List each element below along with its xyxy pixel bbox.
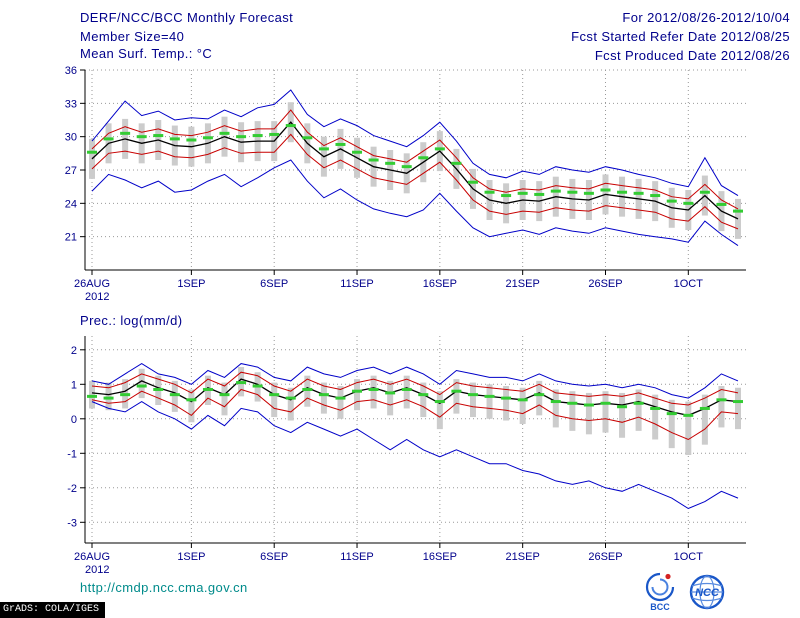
svg-text:0: 0 [71, 414, 77, 426]
header-left: DERF/NCC/BCC Monthly Forecast Member Siz… [80, 8, 293, 46]
ncc-logo: NCC [684, 573, 730, 616]
svg-text:2012: 2012 [85, 564, 109, 576]
header-right: For 2012/08/26-2012/10/04 Fcst Started R… [571, 8, 790, 65]
svg-text:-2: -2 [67, 483, 77, 495]
svg-text:1OCT: 1OCT [674, 278, 704, 290]
svg-text:21SEP: 21SEP [506, 551, 540, 563]
svg-text:6SEP: 6SEP [260, 278, 288, 290]
svg-text:1OCT: 1OCT [674, 551, 704, 563]
forecast-range-label: For 2012/08/26-2012/10/04 [622, 10, 790, 25]
svg-text:26AUG: 26AUG [74, 551, 110, 563]
svg-text:26AUG: 26AUG [74, 278, 110, 290]
svg-text:16SEP: 16SEP [423, 551, 457, 563]
bcc-logo: BCC [642, 570, 678, 617]
svg-text:2: 2 [71, 345, 77, 357]
precipitation-chart-title: Prec.: log(mm/d) [80, 313, 183, 328]
svg-text:-1: -1 [67, 448, 77, 460]
svg-text:21SEP: 21SEP [506, 278, 540, 290]
temperature-chart-title: Mean Surf. Temp.: °C [80, 46, 213, 61]
website-url: http://cmdp.ncc.cma.gov.cn [80, 580, 248, 595]
svg-text:1SEP: 1SEP [177, 278, 205, 290]
fcst-produced-label: Fcst Produced Date 2012/08/26 [594, 48, 790, 63]
bcc-logo-dot [665, 573, 671, 580]
bcc-logo-label: BCC [650, 602, 670, 612]
fcst-started-label: Fcst Started Refer Date 2012/08/25 [571, 29, 790, 44]
svg-text:6SEP: 6SEP [260, 551, 288, 563]
svg-text:2012: 2012 [85, 291, 109, 303]
ncc-logo-label: NCC [695, 587, 720, 599]
svg-text:26SEP: 26SEP [588, 278, 622, 290]
svg-text:16SEP: 16SEP [423, 278, 457, 290]
page-title: DERF/NCC/BCC Monthly Forecast [80, 10, 294, 25]
member-size-label: Member Size=40 [80, 29, 185, 44]
svg-text:-3: -3 [67, 517, 77, 529]
svg-text:11SEP: 11SEP [340, 278, 373, 290]
svg-text:30: 30 [65, 132, 77, 144]
svg-text:26SEP: 26SEP [588, 551, 622, 563]
svg-text:11SEP: 11SEP [340, 551, 373, 563]
svg-text:1: 1 [71, 379, 77, 391]
svg-text:33: 33 [65, 98, 77, 110]
svg-text:36: 36 [65, 65, 77, 77]
svg-text:24: 24 [65, 198, 77, 210]
svg-text:27: 27 [65, 165, 77, 177]
grads-credit: GrADS: COLA/IGES [0, 602, 106, 618]
svg-text:21: 21 [65, 232, 77, 244]
svg-text:1SEP: 1SEP [177, 551, 205, 563]
